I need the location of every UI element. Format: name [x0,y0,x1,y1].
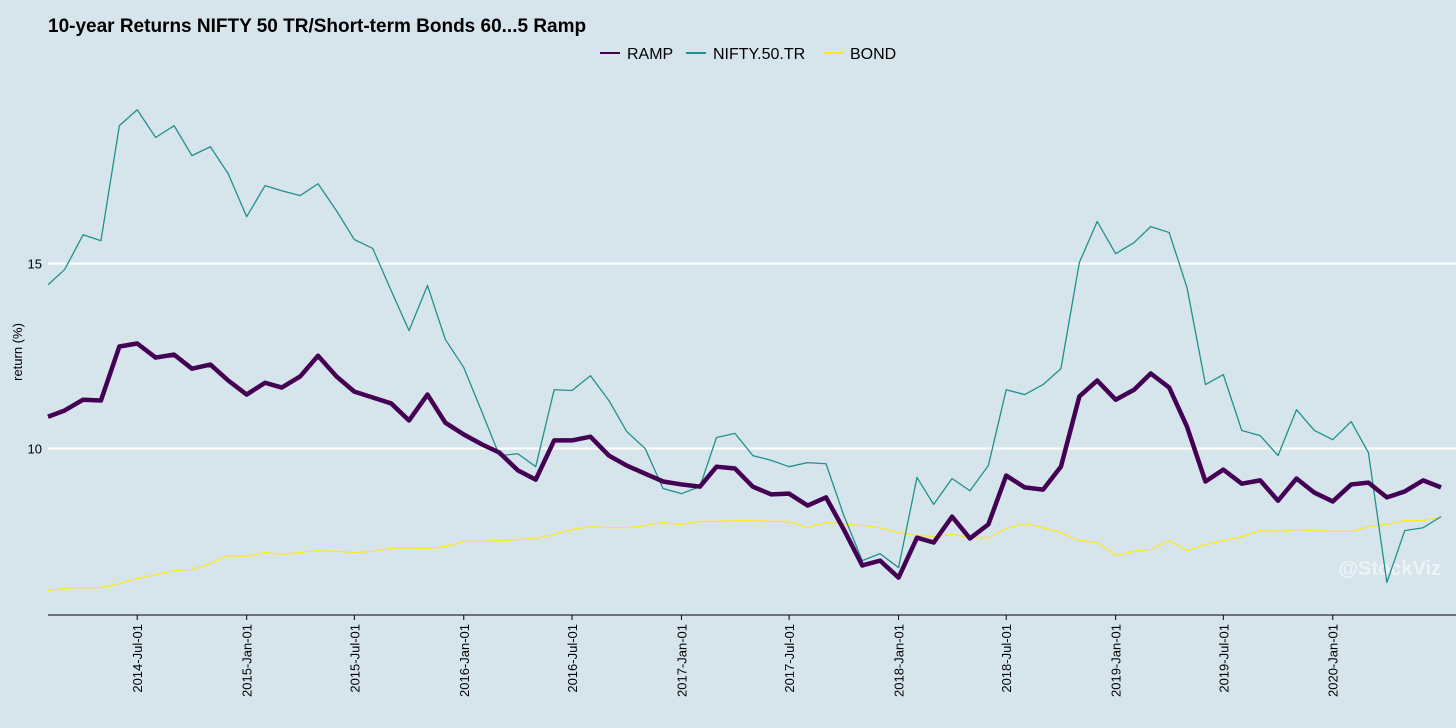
y-tick-label: 15 [28,257,42,272]
series-line [47,341,1442,580]
x-tick-label: 2017-Jul-01 [782,624,797,693]
x-tick-label: 2018-Jul-01 [999,624,1014,693]
legend-label: RAMP [627,46,673,63]
x-tick-label: 2014-Jul-01 [130,624,145,693]
watermark: @StockViz [1339,558,1442,580]
x-tick-label: 2020-Jan-01 [1326,624,1341,697]
chart-title: 10-year Returns NIFTY 50 TR/Short-term B… [48,16,586,37]
series-line [47,109,1442,584]
y-tick-label: 10 [28,442,42,457]
y-axis-label: return (%) [10,323,25,381]
x-tick-label: 2015-Jan-01 [240,624,255,697]
x-tick-label: 2016-Jul-01 [565,624,580,693]
legend-label: NIFTY.50.TR [713,46,805,63]
legend-label: BOND [850,46,896,63]
series-line [47,516,1442,592]
x-tick-label: 2015-Jul-01 [347,624,362,693]
x-tick-label: 2018-Jan-01 [892,624,907,697]
x-tick-label: 2017-Jan-01 [674,624,689,697]
x-tick-label: 2016-Jan-01 [457,624,472,697]
x-tick-label: 2019-Jul-01 [1216,624,1231,693]
x-tick-label: 2019-Jan-01 [1109,624,1124,697]
